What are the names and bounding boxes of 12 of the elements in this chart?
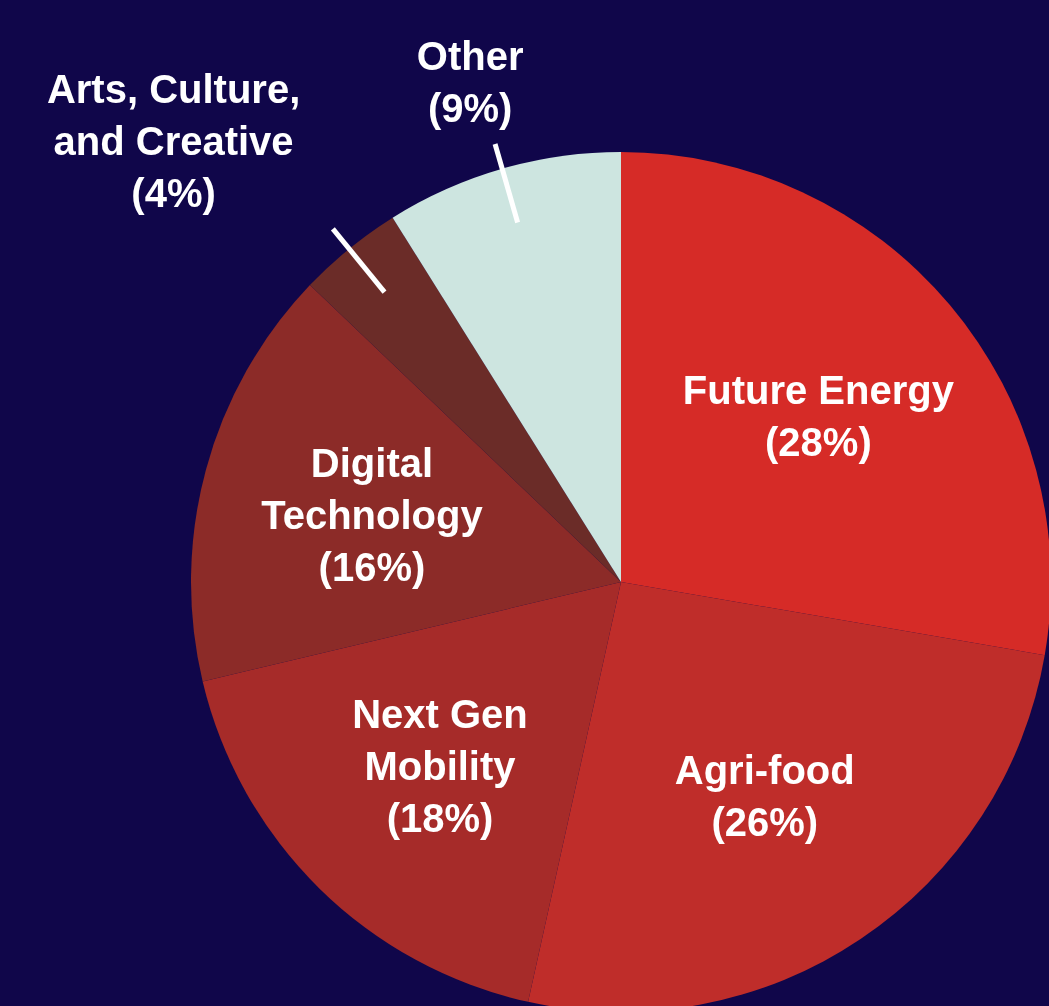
- data-label: (4%): [131, 170, 216, 215]
- slice-label: Agri-food: [674, 748, 855, 793]
- data-label: (28%): [765, 419, 872, 464]
- data-label: (16%): [318, 544, 426, 589]
- data-label: (9%): [427, 85, 513, 130]
- slice-label: Digital Technology: [261, 440, 484, 537]
- data-label: (18%): [386, 795, 494, 840]
- data-label: (26%): [711, 800, 819, 845]
- slice-label: Next Gen Mobility: [352, 691, 528, 788]
- slice-label: Other: [416, 33, 524, 78]
- slice-label: Future Energy: [682, 367, 955, 412]
- slice-label: Arts, Culture, and Creative: [46, 66, 301, 163]
